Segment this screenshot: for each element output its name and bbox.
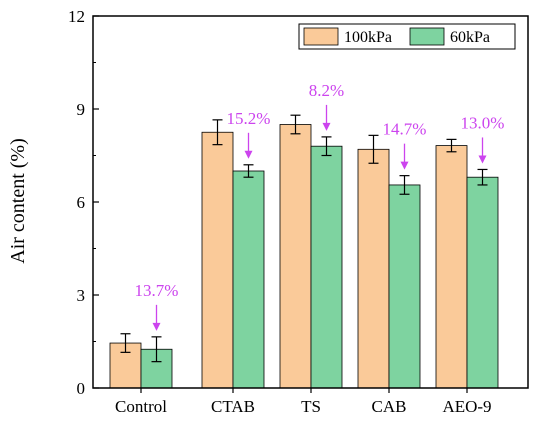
bar-100kPa-CTAB — [201, 131, 234, 389]
x-tick-label: CTAB — [211, 397, 255, 416]
legend: 100kPa 60kPa — [298, 23, 516, 50]
bar-60kPa-CTAB — [232, 170, 265, 389]
legend-label: 100kPa — [344, 29, 392, 46]
x-tick-label: TS — [301, 397, 321, 416]
legend-swatch — [409, 27, 445, 46]
arrow-head — [244, 150, 253, 159]
annotation-label: 15.2% — [227, 109, 271, 128]
annotation-label: 8.2% — [309, 81, 344, 100]
y-axis-label: Air content (%) — [7, 138, 29, 264]
annotation-label: 13.7% — [135, 281, 179, 300]
y-tick-label: 3 — [77, 286, 86, 305]
bar-60kPa-AEO-9 — [466, 176, 499, 389]
error-bars-layer — [120, 114, 488, 363]
y-tick-label: 9 — [77, 100, 86, 119]
axes-layer: 0 3 6 9 12 Control CTAB TS CAB AEO-9 — [68, 7, 529, 416]
y-tick-label: 0 — [77, 379, 86, 398]
bar-100kPa-TS — [279, 124, 312, 389]
x-tick-label: CAB — [372, 397, 407, 416]
bar-60kPa-CAB — [388, 184, 421, 389]
arrow-head — [478, 155, 487, 164]
arrow-head — [152, 322, 161, 331]
annotation-label: 13.0% — [461, 113, 505, 132]
x-tick-label: AEO-9 — [442, 397, 491, 416]
annotation-label: 14.7% — [383, 120, 427, 139]
x-tick-label: Control — [115, 397, 167, 416]
bar-100kPa-AEO-9 — [435, 145, 468, 389]
arrow-head — [322, 122, 331, 131]
annotations-layer: 13.7% 15.2% 8.2% 14.7% 13.0% — [135, 81, 505, 331]
legend-swatch — [303, 27, 339, 46]
y-tick-label: 12 — [68, 7, 85, 26]
bars-layer — [109, 124, 499, 389]
legend-label: 60kPa — [450, 29, 490, 46]
y-tick-label: 6 — [77, 193, 86, 212]
arrow-head — [400, 161, 409, 170]
bar-60kPa-TS — [310, 145, 343, 389]
bar-100kPa-CAB — [357, 148, 390, 389]
